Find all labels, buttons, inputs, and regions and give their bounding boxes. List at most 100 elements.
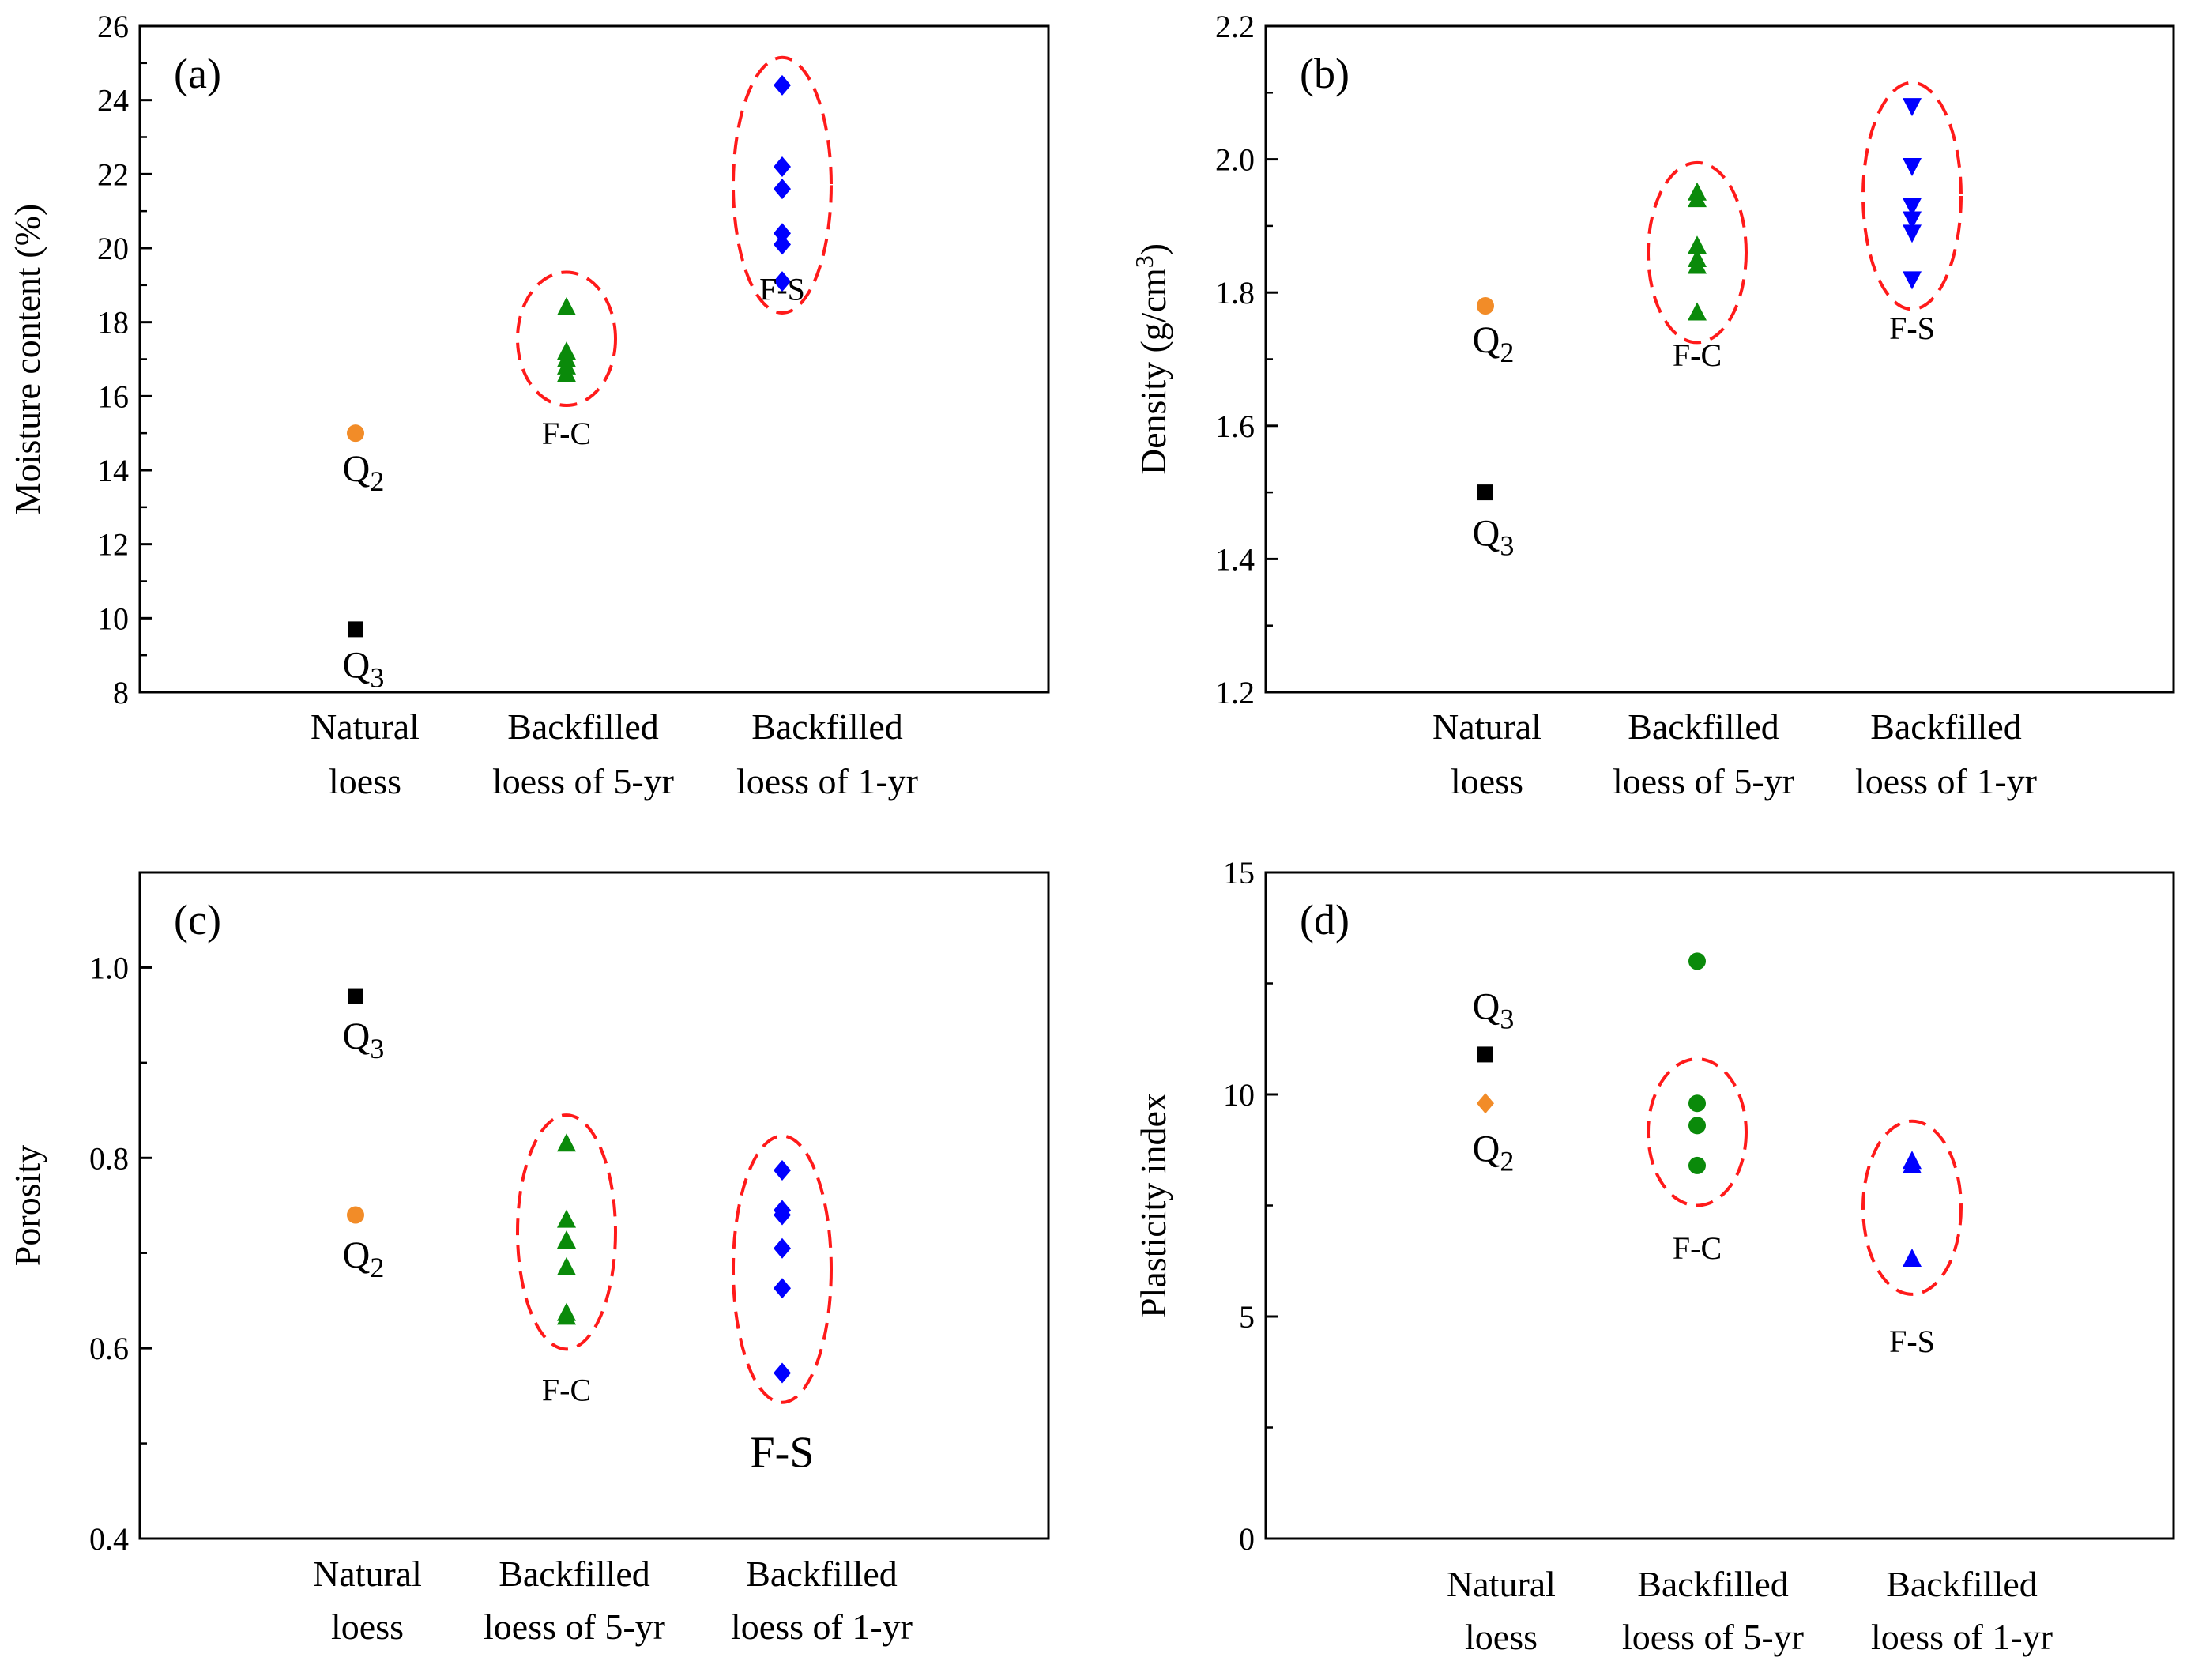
y-tick-label: 0 [1239, 1521, 1255, 1557]
y-axis-label: Plasticity index [1133, 1093, 1173, 1318]
panel-a: 8 10 12 14 16 18 20 22 24 26 Moisture content (%) (… [7, 9, 1050, 801]
data-point-f-s [774, 1362, 791, 1384]
data-point-f-c [557, 296, 576, 315]
y-tick-label: 12 [97, 527, 129, 563]
data-point-f-s [1903, 211, 1922, 230]
panel-label: (d) [1300, 896, 1349, 944]
data-point-q3 [348, 621, 363, 638]
y-tick-label: 16 [97, 379, 129, 414]
data-point-f-c [1688, 1117, 1706, 1135]
x-category-label-line2: loess of 1-yr [1855, 761, 2037, 801]
y-tick-label: 8 [113, 675, 129, 710]
data-point-f-s [774, 1278, 791, 1299]
data-point-q2 [1477, 297, 1494, 315]
data-point-f-c [557, 1133, 576, 1152]
data-point-f-s [1903, 224, 1922, 243]
data-point-f-s [1903, 158, 1922, 177]
plot-frame [1264, 871, 2175, 1540]
group-annotation: F-S [759, 272, 805, 307]
data-point-f-s [774, 1237, 791, 1259]
x-category-label-line1: Backfilled [1628, 706, 1779, 747]
panel-d: 0 5 10 15 Plasticity index (d) Natural loess Bac… [1133, 855, 2175, 1657]
group-ellipse [732, 1134, 833, 1404]
x-category-label-line2: loess of 5-yr [1622, 1617, 1804, 1657]
group-annotation: Q3 [1473, 985, 1515, 1034]
y-tick-label: 2.2 [1215, 9, 1255, 44]
y-tick-label: 0.8 [89, 1140, 129, 1176]
x-category-label-line1: Backfilled [1637, 1564, 1789, 1604]
group-annotation: F-C [542, 1372, 591, 1407]
x-category-label-line1: Natural [1432, 706, 1541, 747]
y-tick-label: 22 [97, 156, 129, 192]
data-point-f-c [1688, 1156, 1706, 1174]
data-point-f-s [774, 223, 791, 244]
x-category-label-line1: Natural [313, 1554, 422, 1594]
x-category-label-line2: loess of 5-yr [492, 761, 674, 801]
group-annotation: F-C [1673, 337, 1722, 373]
y-tick-label: 2.0 [1215, 142, 1255, 178]
x-category-label-line2: loess of 5-yr [1613, 761, 1794, 801]
group-ellipse [1647, 160, 1748, 345]
data-point-f-s [774, 156, 791, 177]
data-point-f-s [1903, 1248, 1922, 1267]
data-point-f-s [774, 1204, 791, 1226]
group-ellipse [1861, 1119, 1963, 1296]
x-category-label-line1: Backfilled [1886, 1564, 2038, 1604]
data-point-f-c [557, 1209, 576, 1228]
data-point-f-s [1903, 98, 1922, 117]
y-tick-label: 5 [1239, 1299, 1255, 1335]
data-point-f-c [557, 1256, 576, 1275]
data-point-q2 [347, 1206, 364, 1224]
group-annotation: F-S [1889, 311, 1935, 346]
data-point-f-c [1688, 952, 1706, 970]
group-annotation: F-C [542, 416, 591, 451]
group-annotation: Q2 [343, 1234, 385, 1283]
y-tick-label: 14 [97, 453, 129, 488]
y-tick-label: 24 [97, 83, 129, 119]
data-point-f-c [1688, 255, 1707, 274]
data-point-q3 [348, 988, 363, 1004]
x-category-label-line2: loess [329, 761, 401, 801]
group-ellipse [516, 1113, 617, 1351]
y-tick-label: 1.8 [1215, 275, 1255, 311]
data-point-f-c [1688, 189, 1707, 208]
group-annotation: Q2 [1473, 1128, 1515, 1177]
y-axis-label: Porosity [7, 1145, 47, 1266]
plot-frame [138, 871, 1050, 1540]
data-point-f-s [774, 234, 791, 255]
group-annotation: Q2 [343, 448, 385, 497]
data-point-f-s [774, 74, 791, 96]
panel-c: 0.4 0.6 0.8 1.0 Porosity (c) Natural loess Backf… [7, 871, 1050, 1647]
y-tick-label: 0.6 [89, 1331, 129, 1366]
group-annotation: F-S [751, 1429, 815, 1478]
y-tick-label: 1.0 [89, 950, 129, 985]
panel-label: (c) [174, 896, 221, 944]
group-annotation: Q2 [1473, 319, 1515, 368]
x-category-label-line1: Backfilled [746, 1554, 898, 1594]
data-point-q2 [1477, 1093, 1494, 1114]
group-annotation: Q3 [1473, 513, 1515, 562]
plot-frame [138, 24, 1050, 694]
data-point-f-s [774, 1159, 791, 1181]
y-tick-label: 1.6 [1215, 409, 1255, 444]
x-category-label-line1: Backfilled [507, 706, 659, 747]
group-annotation: Q3 [343, 644, 385, 693]
data-point-q2 [347, 424, 364, 443]
y-tick-label: 1.2 [1215, 675, 1255, 710]
y-tick-label: 10 [1223, 1077, 1255, 1113]
y-axis-label: Density (g/cm3) [1130, 243, 1173, 475]
group-ellipse [516, 270, 617, 408]
data-point-q3 [1477, 1046, 1493, 1063]
x-category-label-line1: Natural [311, 706, 420, 747]
x-category-label-line2: loess of 1-yr [1871, 1617, 2053, 1657]
group-ellipse [1647, 1057, 1748, 1207]
x-category-label-line1: Natural [1447, 1564, 1556, 1604]
data-point-f-c [557, 1230, 576, 1249]
y-tick-label: 20 [97, 231, 129, 266]
data-point-f-c [557, 1306, 576, 1325]
x-category-label-line2: loess of 5-yr [484, 1607, 665, 1647]
y-tick-label: 1.4 [1215, 541, 1255, 577]
panel-label: (a) [174, 50, 221, 97]
x-category-label-line1: Backfilled [1870, 706, 2022, 747]
